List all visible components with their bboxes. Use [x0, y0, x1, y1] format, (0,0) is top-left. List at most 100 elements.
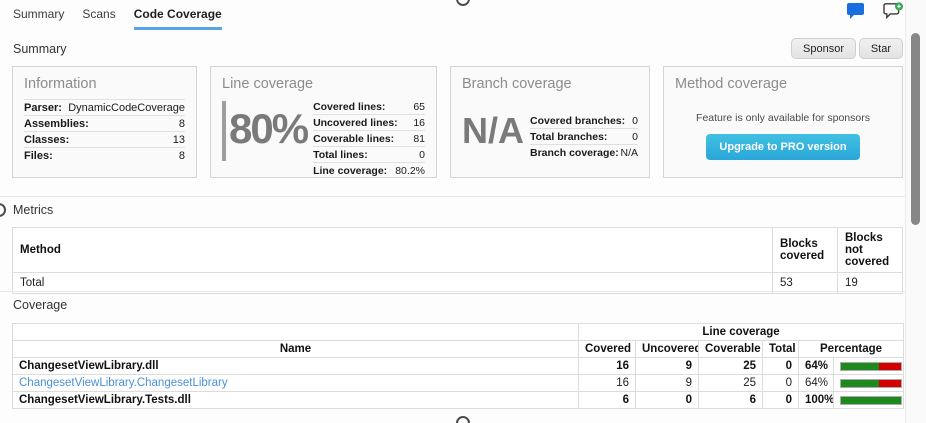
tab-code-coverage[interactable]: Code Coverage — [133, 7, 222, 30]
coverage-bar — [840, 395, 902, 405]
line-label: Line coverage: — [313, 164, 388, 177]
line-coverage-accent-bar — [222, 101, 226, 161]
sponsors-only-message: Feature is only available for sponsors — [696, 112, 870, 124]
scrollbar-thumb[interactable] — [911, 33, 920, 225]
metrics-table: Method Blocks covered Blocks not covered… — [11, 227, 903, 294]
selection-handle-left[interactable] — [0, 203, 6, 217]
info-value: 13 — [172, 134, 185, 146]
info-row-files: Files: 8 — [24, 147, 185, 163]
metrics-total-row: Total 53 19 — [11, 272, 903, 294]
upgrade-pro-button[interactable]: Upgrade to PRO version — [706, 134, 860, 160]
line-value: 16 — [413, 116, 425, 129]
info-label: Classes: — [24, 134, 70, 146]
star-button[interactable]: Star — [858, 38, 903, 59]
coverage-header-row: Name Covered Uncovered Coverable Total P… — [12, 340, 905, 358]
information-card: Information Parser: DynamicCodeCoverage … — [12, 66, 197, 178]
info-label: Assemblies: — [24, 118, 89, 130]
info-row-parser: Parser: DynamicCodeCoverage — [24, 99, 185, 115]
line-row-uncovered: Uncovered lines: 16 — [313, 115, 425, 131]
metrics-blocks-covered-value: 53 — [772, 272, 838, 294]
line-coverage-content: 80% Covered lines: 65 Uncovered lines: 1… — [222, 99, 425, 177]
info-value: 8 — [178, 118, 185, 130]
branch-label: Branch coverage: — [530, 146, 619, 159]
total-value: 0 — [762, 357, 799, 375]
chat-filled-icon[interactable] — [847, 2, 865, 20]
line-coverage-card-title: Line coverage — [222, 76, 314, 92]
section-divider — [0, 291, 905, 292]
covered-value: 16 — [578, 357, 636, 375]
coverage-group-line-coverage: Line coverage — [577, 323, 905, 341]
coverage-col-covered: Covered — [578, 340, 636, 358]
line-coverage-table: Covered lines: 65 Uncovered lines: 16 Co… — [313, 99, 425, 177]
method-coverage-card-title: Method coverage — [675, 76, 788, 92]
line-row-coverage-pct: Line coverage: 80.2% — [313, 163, 425, 177]
uncovered-value: 9 — [635, 374, 699, 392]
percentage-text: 100% — [798, 391, 834, 409]
info-label: Parser: — [24, 102, 62, 114]
coverage-group-header-row: Line coverage — [12, 323, 905, 341]
coverage-col-name: Name — [12, 340, 579, 358]
chat-add-icon[interactable] — [883, 2, 904, 20]
line-label: Covered lines: — [313, 100, 386, 113]
metrics-col-blocks-not-covered: Blocks not covered — [837, 227, 903, 273]
branch-coverage-card-title: Branch coverage — [462, 76, 572, 92]
line-value: 65 — [413, 100, 425, 113]
info-value: DynamicCodeCoverage — [68, 102, 185, 114]
summary-cards: Information Parser: DynamicCodeCoverage … — [12, 66, 903, 178]
covered-value: 16 — [578, 374, 636, 392]
tab-scans[interactable]: Scans — [82, 7, 116, 21]
metrics-total-label: Total — [11, 272, 774, 294]
uncovered-value: 0 — [635, 391, 699, 409]
metrics-section-title: Metrics — [13, 203, 54, 217]
uncovered-value: 9 — [635, 357, 699, 375]
branch-coverage-table: Covered branches: 0 Total branches: 0 Br… — [530, 113, 638, 160]
coverage-col-coverable: Coverable — [698, 340, 763, 358]
selection-handle-bottom[interactable] — [456, 416, 470, 423]
class-link[interactable]: ChangesetViewLibrary.ChangesetLibrary — [12, 374, 579, 392]
coverable-value: 25 — [698, 374, 763, 392]
branch-coverage-big-value: N/A — [462, 110, 524, 151]
line-coverage-card: Line coverage 80% Covered lines: 65 Unco… — [210, 66, 437, 178]
branch-row-total: Total branches: 0 — [530, 129, 638, 145]
metrics-col-blocks-covered: Blocks covered — [772, 227, 838, 273]
metrics-blocks-not-covered-value: 19 — [837, 272, 903, 294]
coverage-col-total: Total — [762, 340, 799, 358]
coverage-row-class: ChangesetViewLibrary.ChangesetLibrary 16… — [12, 374, 905, 392]
line-row-covered: Covered lines: 65 — [313, 99, 425, 115]
total-value: 0 — [762, 391, 799, 409]
branch-value: N/A — [620, 146, 638, 159]
coverage-group-empty-cell — [12, 323, 579, 341]
covered-value: 6 — [578, 391, 636, 409]
branch-label: Covered branches: — [530, 114, 626, 127]
total-value: 0 — [762, 374, 799, 392]
line-value: 80.2% — [395, 164, 425, 177]
info-row-classes: Classes: 13 — [24, 131, 185, 147]
branch-label: Total branches: — [530, 130, 608, 143]
percentage-text: 64% — [798, 357, 834, 375]
coverage-row-assembly: ChangesetViewLibrary.Tests.dll 6 0 6 0 1… — [12, 391, 905, 409]
percentage-bar-cell — [832, 374, 905, 392]
coverage-bar-fill — [841, 362, 880, 370]
method-coverage-card: Method coverage Feature is only availabl… — [663, 66, 903, 178]
branch-value: 0 — [632, 130, 638, 143]
sponsor-button[interactable]: Sponsor — [791, 38, 856, 59]
percentage-bar-cell — [832, 357, 905, 375]
section-divider — [0, 196, 905, 197]
coverable-value: 6 — [698, 391, 763, 409]
coverage-col-uncovered: Uncovered — [635, 340, 699, 358]
metrics-header-row: Method Blocks covered Blocks not covered — [11, 227, 903, 273]
tab-summary[interactable]: Summary — [13, 7, 65, 21]
header-icons — [847, 2, 904, 20]
info-row-assemblies: Assemblies: 8 — [24, 115, 185, 131]
coverage-bar — [840, 361, 902, 371]
coverage-bar-fill — [841, 396, 901, 404]
metrics-col-method: Method — [11, 227, 774, 273]
line-label: Total lines: — [313, 148, 368, 161]
percentage-bar-cell — [832, 391, 905, 409]
coverage-bar-fill — [841, 379, 880, 387]
information-table: Parser: DynamicCodeCoverage Assemblies: … — [24, 99, 185, 163]
info-label: Files: — [24, 150, 53, 162]
line-value: 0 — [419, 148, 425, 161]
line-label: Uncovered lines: — [313, 116, 398, 129]
